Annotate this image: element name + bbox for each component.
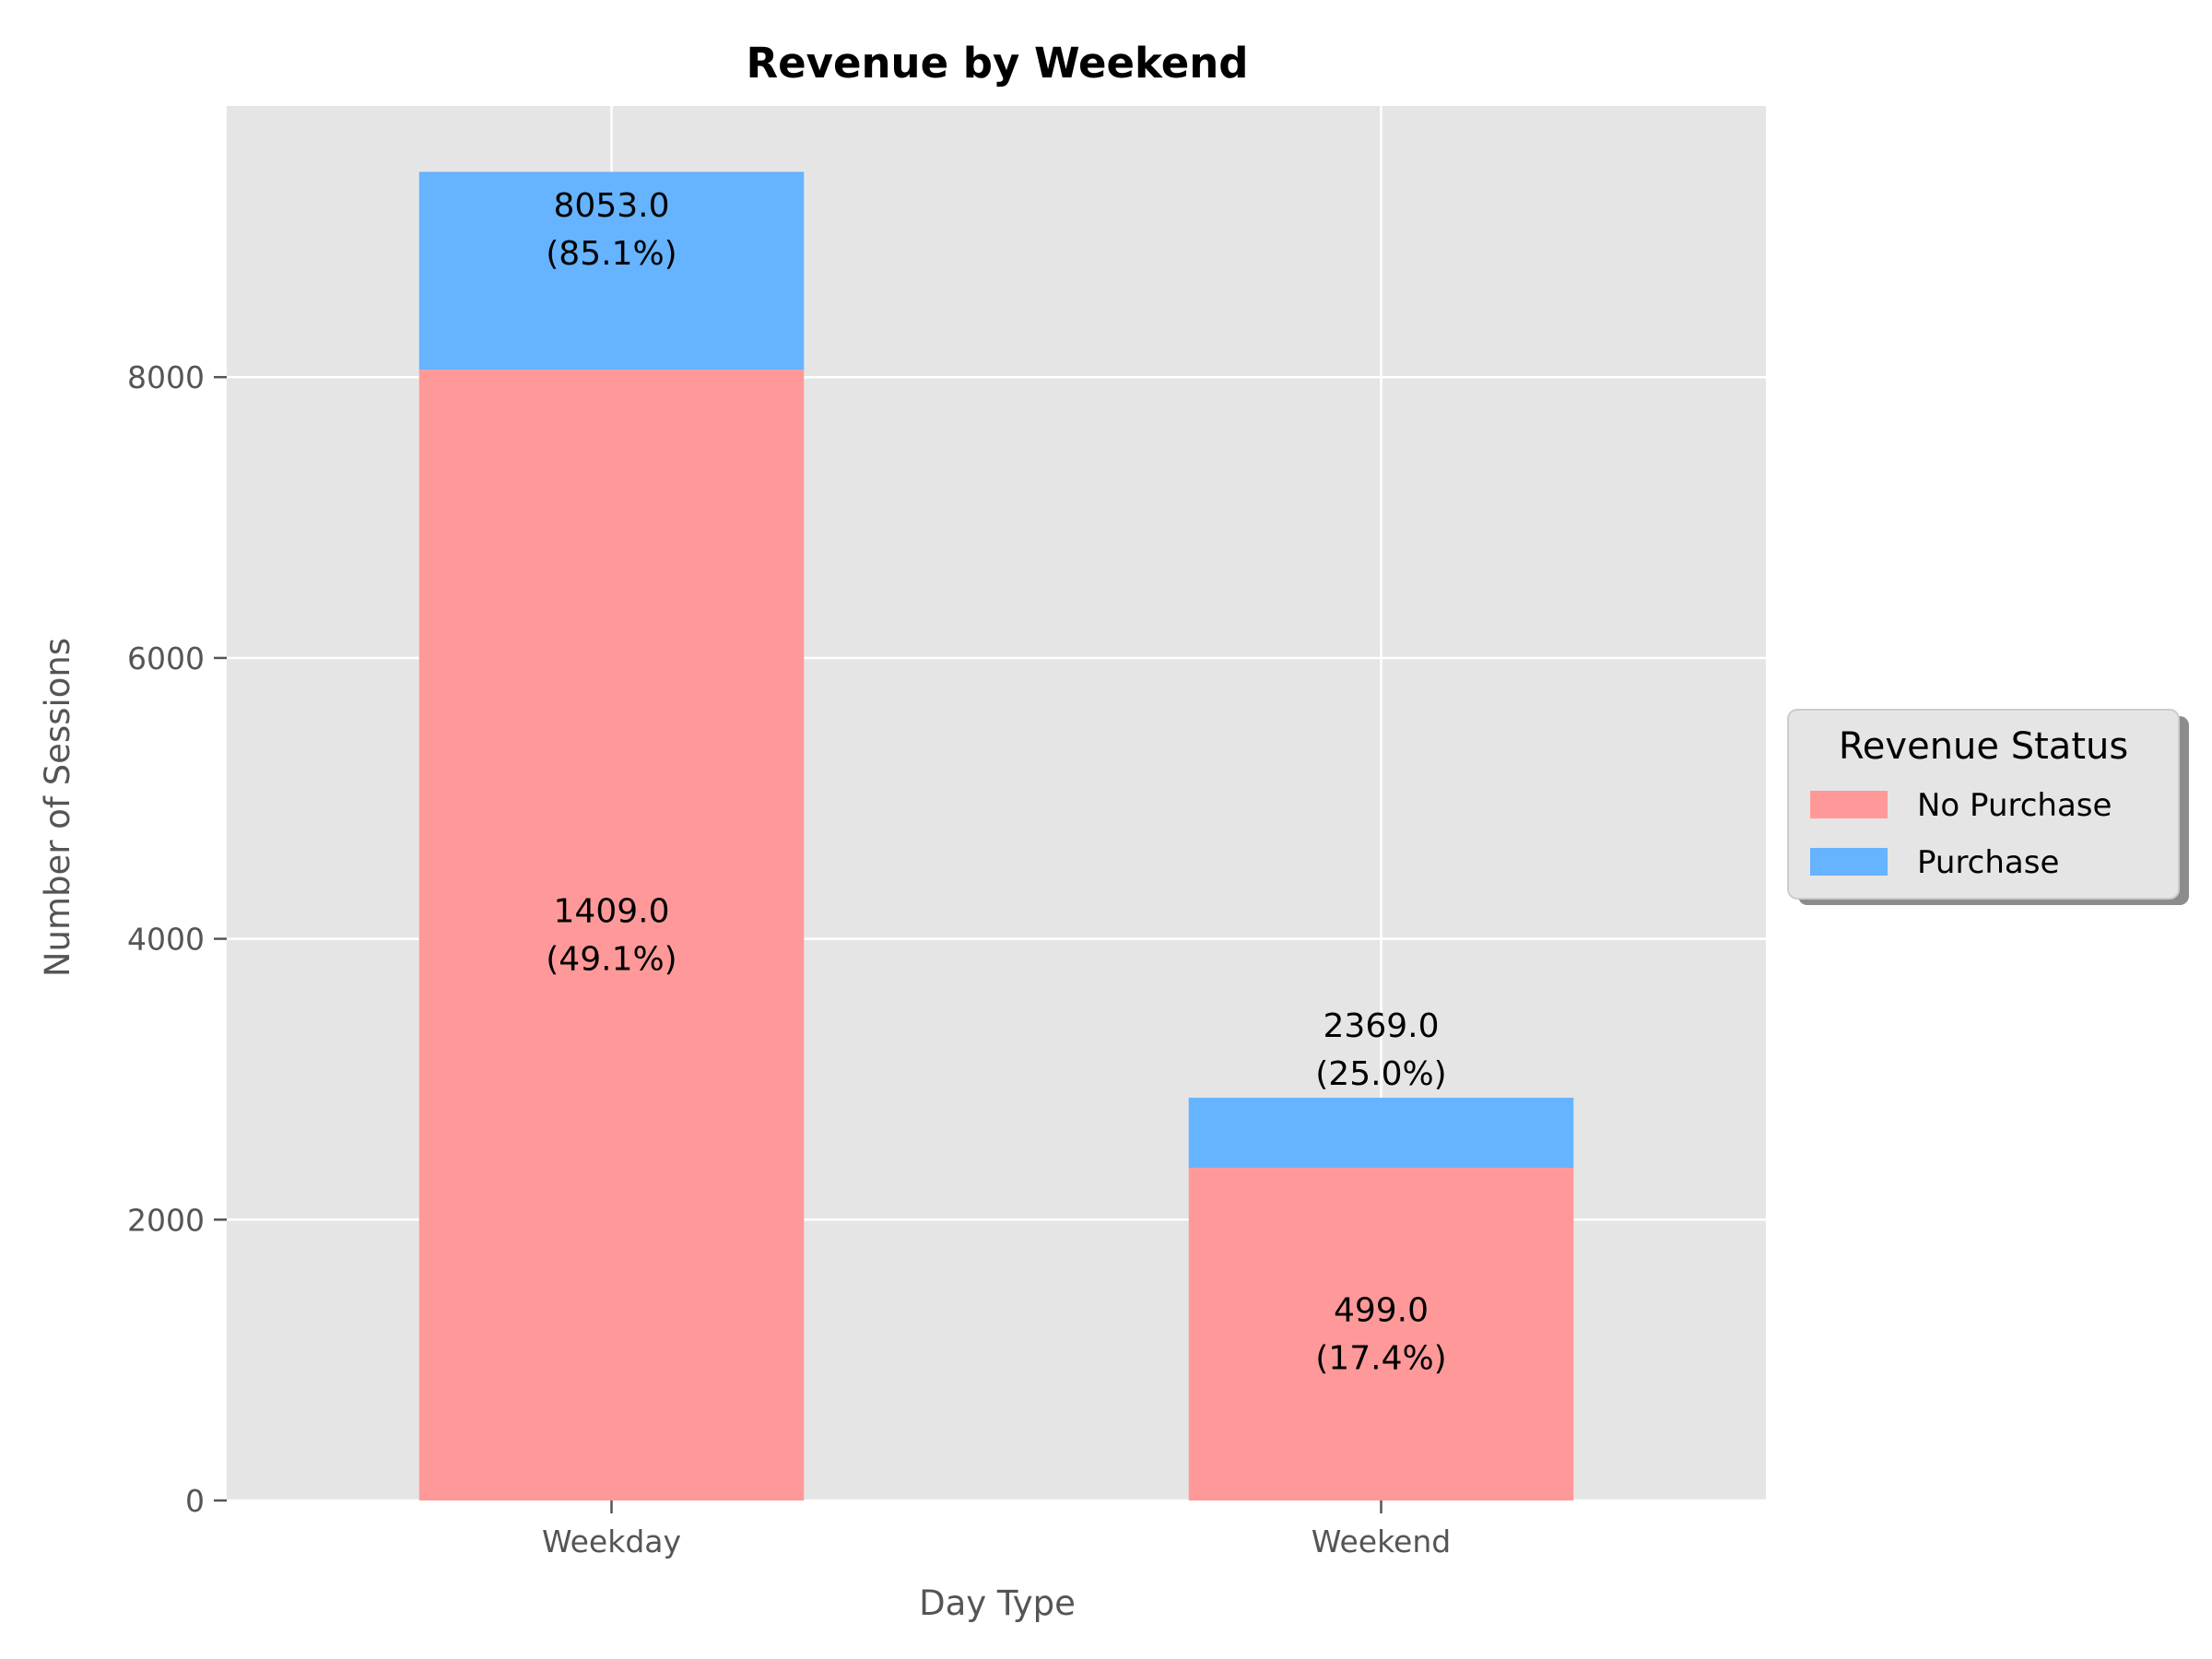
legend-swatch-no-purchase xyxy=(1810,791,1888,818)
bar-weekday-purchase xyxy=(418,171,805,371)
bar-weekend-no-purchase xyxy=(1188,1168,1574,1500)
y-tick-label: 6000 xyxy=(127,641,205,677)
legend-swatch-purchase xyxy=(1810,848,1888,876)
bar-data-label: 499.0 xyxy=(1334,1292,1429,1330)
bar-weekday-no-purchase xyxy=(418,370,805,1500)
y-tick-label: 0 xyxy=(185,1483,205,1519)
chart-title: Revenue by Weekend xyxy=(746,39,1248,88)
bar-data-label: 8053.0 xyxy=(554,187,670,225)
y-tick-label: 2000 xyxy=(127,1202,205,1238)
legend: Revenue Status No Purchase Purchase xyxy=(1787,709,2189,905)
x-tick-label: Weekday xyxy=(542,1524,681,1559)
bar-labels: 1409.0 (49.1%) 8053.0 (85.1%) 499.0 (17.4%) 23… xyxy=(546,187,1446,1378)
axes: 0 2000 4000 6000 8000 Weekday Weekend xyxy=(127,359,1451,1559)
x-tick-label: Weekend xyxy=(1312,1524,1451,1559)
bar-data-label: (85.1%) xyxy=(546,235,677,273)
bars xyxy=(418,171,1574,1500)
legend-items: No Purchase Purchase xyxy=(1810,787,2112,881)
legend-label: No Purchase xyxy=(1917,787,2112,824)
x-axis-label: Day Type xyxy=(919,1583,1076,1623)
bar-data-label: (49.1%) xyxy=(546,941,677,979)
bar-data-label: 2369.0 xyxy=(1324,1007,1440,1045)
y-tick-label: 4000 xyxy=(127,922,205,958)
bar-data-label: 1409.0 xyxy=(554,893,670,931)
legend-title: Revenue Status xyxy=(1839,725,2128,768)
bar-data-label: (25.0%) xyxy=(1315,1055,1446,1093)
bar-weekend-purchase xyxy=(1188,1098,1574,1169)
y-tick-label: 8000 xyxy=(127,359,205,395)
y-axis-label: Number of Sessions xyxy=(38,638,77,977)
legend-label: Purchase xyxy=(1917,844,2059,881)
bar-data-label: (17.4%) xyxy=(1315,1340,1446,1378)
